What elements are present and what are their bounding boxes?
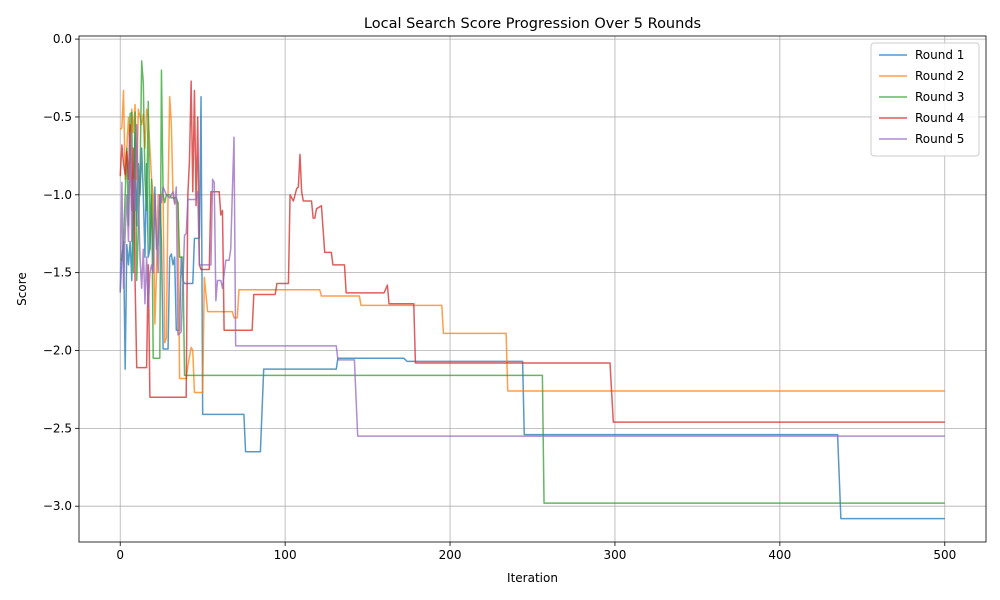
x-tick-label: 400 <box>768 548 791 562</box>
series-line-round-5 <box>119 123 945 437</box>
y-tick-label: −2.5 <box>43 421 72 435</box>
series-line-round-4 <box>119 80 945 423</box>
axis-ticks: 0 100 200 300 400 500 0.0 −0.5 −1.0 −1.5 −2.0 −2.5 −… <box>43 32 956 562</box>
x-tick-label: 300 <box>604 548 627 562</box>
series-line-round-1 <box>119 95 945 520</box>
legend-label: Round 1 <box>915 48 964 62</box>
x-tick-label: 200 <box>439 548 462 562</box>
legend: Round 1 Round 2 Round 3 Round 4 Round 5 <box>870 42 980 157</box>
x-tick-label: 100 <box>274 548 297 562</box>
y-tick-label: −3.0 <box>43 499 72 513</box>
legend-label: Round 2 <box>915 69 964 83</box>
series-lines <box>119 60 945 520</box>
legend-label: Round 4 <box>915 111 964 125</box>
y-tick-label: −1.5 <box>43 266 72 280</box>
y-tick-label: −1.0 <box>43 188 72 202</box>
y-tick-label: 0.0 <box>53 32 72 46</box>
x-tick-label: 0 <box>116 548 124 562</box>
series-line-round-2 <box>119 89 945 394</box>
y-tick-label: −2.0 <box>43 343 72 357</box>
legend-label: Round 5 <box>915 132 964 146</box>
y-tick-label: −0.5 <box>43 110 72 124</box>
plot-area-frame <box>78 35 987 543</box>
x-tick-label: 500 <box>933 548 956 562</box>
legend-label: Round 3 <box>915 90 964 104</box>
x-axis-label: Iteration <box>507 571 558 585</box>
chart-title: Local Search Score Progression Over 5 Ro… <box>364 16 701 32</box>
y-axis-label: Score <box>15 272 29 306</box>
legend-box <box>870 42 980 157</box>
